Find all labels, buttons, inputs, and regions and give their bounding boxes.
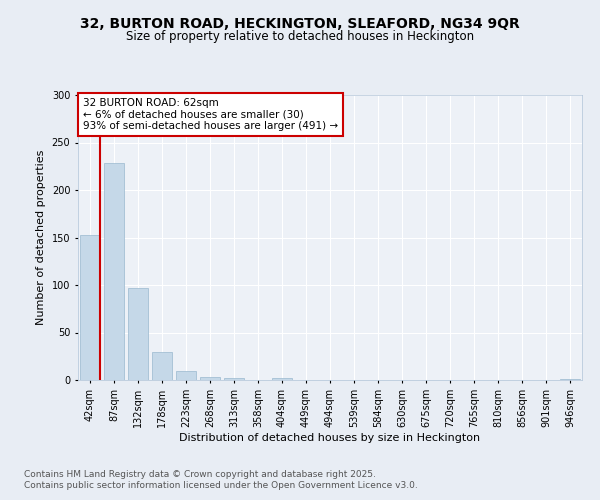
Bar bbox=[152, 352, 172, 380]
Bar bbox=[224, 378, 244, 380]
Bar bbox=[104, 164, 124, 380]
Text: 32, BURTON ROAD, HECKINGTON, SLEAFORD, NG34 9QR: 32, BURTON ROAD, HECKINGTON, SLEAFORD, N… bbox=[80, 18, 520, 32]
Text: Contains HM Land Registry data © Crown copyright and database right 2025.: Contains HM Land Registry data © Crown c… bbox=[24, 470, 376, 479]
Bar bbox=[80, 234, 100, 380]
Bar bbox=[176, 370, 196, 380]
Bar bbox=[272, 378, 292, 380]
Bar bbox=[200, 377, 220, 380]
Y-axis label: Number of detached properties: Number of detached properties bbox=[36, 150, 46, 325]
Text: Contains public sector information licensed under the Open Government Licence v3: Contains public sector information licen… bbox=[24, 481, 418, 490]
Text: Size of property relative to detached houses in Heckington: Size of property relative to detached ho… bbox=[126, 30, 474, 43]
Bar bbox=[128, 288, 148, 380]
X-axis label: Distribution of detached houses by size in Heckington: Distribution of detached houses by size … bbox=[179, 432, 481, 442]
Text: 32 BURTON ROAD: 62sqm
← 6% of detached houses are smaller (30)
93% of semi-detac: 32 BURTON ROAD: 62sqm ← 6% of detached h… bbox=[83, 98, 338, 131]
Bar bbox=[560, 379, 580, 380]
